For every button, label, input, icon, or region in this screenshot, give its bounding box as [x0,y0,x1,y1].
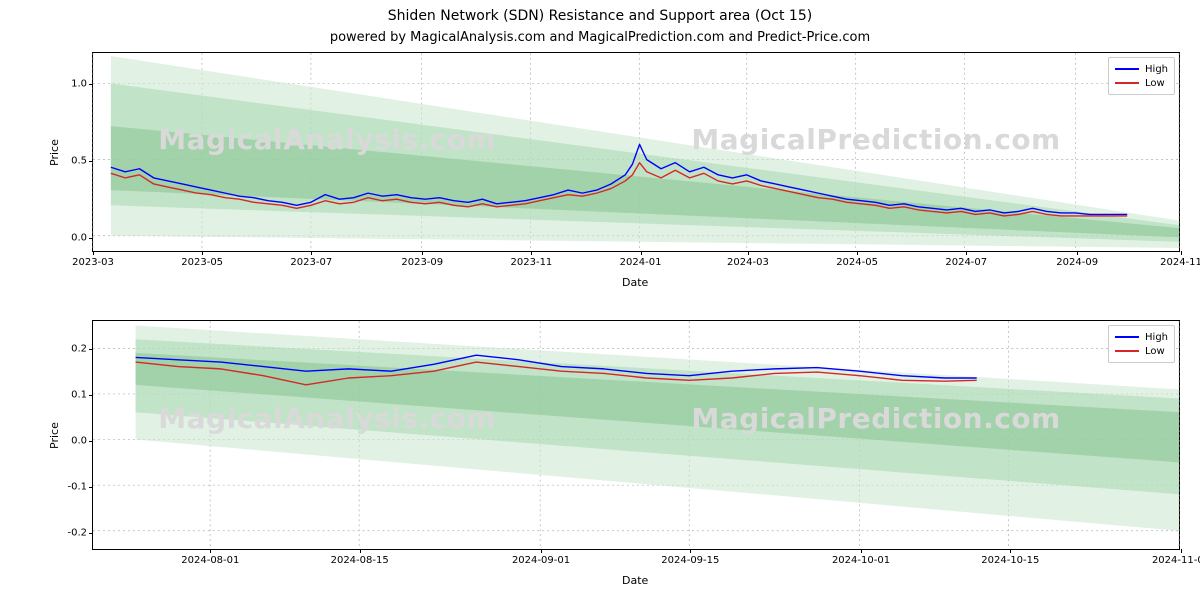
top-x-axis-label: Date [622,276,648,289]
legend-label: High [1145,332,1168,343]
top-chart-panel: HighLow 2023-032023-052023-072023-092023… [92,52,1180,252]
legend-swatch [1115,82,1139,84]
legend-item: High [1115,330,1168,344]
top-y-axis-label: Price [48,139,61,166]
figure: Shiden Network (SDN) Resistance and Supp… [0,0,1200,600]
bottom-legend: High Low [1108,325,1175,363]
legend-swatch [1115,68,1139,70]
bottom-chart-plot [93,321,1179,549]
legend-swatch [1115,336,1139,338]
legend-item: High [1115,62,1168,76]
top-legend: High Low [1108,57,1175,95]
legend-label: Low [1145,346,1165,357]
legend-label: Low [1145,78,1165,89]
x-tick-label: 2024-11-01 [1152,549,1200,566]
legend-item: Low [1115,344,1168,358]
chart-title: Shiden Network (SDN) Resistance and Supp… [0,8,1200,24]
legend-item: Low [1115,76,1168,90]
bottom-x-axis-label: Date [622,574,648,587]
chart-subtitle: powered by MagicalAnalysis.com and Magic… [0,30,1200,45]
bottom-chart-panel: HighLow 2024-08-012024-08-152024-09-0120… [92,320,1180,550]
bottom-y-axis-label: Price [48,422,61,449]
legend-label: High [1145,64,1168,75]
legend-swatch [1115,350,1139,352]
top-chart-plot [93,53,1179,251]
